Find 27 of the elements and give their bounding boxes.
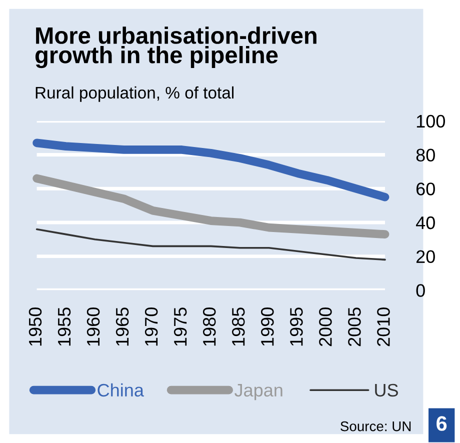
chart-title: More urbanisation-driven growth in the pipeline <box>35 26 316 68</box>
y-tick-label: 80 <box>416 148 435 162</box>
x-tick-label: 1955 <box>58 308 71 346</box>
chart-subtitle: Rural population, % of total <box>36 86 234 102</box>
x-tick-label: 1985 <box>232 308 245 346</box>
x-tick-label: 1975 <box>174 308 187 346</box>
x-tick-label: 1970 <box>144 308 158 346</box>
x-tick-label: 2000 <box>319 308 332 346</box>
source-note: Source: UN <box>340 421 411 432</box>
legend-label: China <box>98 383 144 397</box>
x-tick-label: 1980 <box>202 308 216 346</box>
x-tick-label: 2010 <box>377 308 390 346</box>
x-tick-label: 1960 <box>86 308 100 346</box>
x-tick-label: 1965 <box>116 308 129 346</box>
x-tick-label: 2005 <box>348 308 361 346</box>
y-tick-label: 100 <box>416 114 445 128</box>
y-tick-label: 0 <box>416 284 425 297</box>
y-tick-label: 40 <box>416 216 435 230</box>
y-tick-label: 60 <box>416 182 435 196</box>
x-tick-label: 1995 <box>290 308 303 346</box>
y-tick-label: 20 <box>416 250 435 264</box>
legend-label: US <box>375 384 398 397</box>
line-series <box>36 228 386 261</box>
x-tick-label: 1990 <box>261 308 274 346</box>
text: 6 <box>436 416 447 431</box>
legend-label: Japan <box>234 384 282 400</box>
x-tick-label: 1950 <box>28 308 42 346</box>
